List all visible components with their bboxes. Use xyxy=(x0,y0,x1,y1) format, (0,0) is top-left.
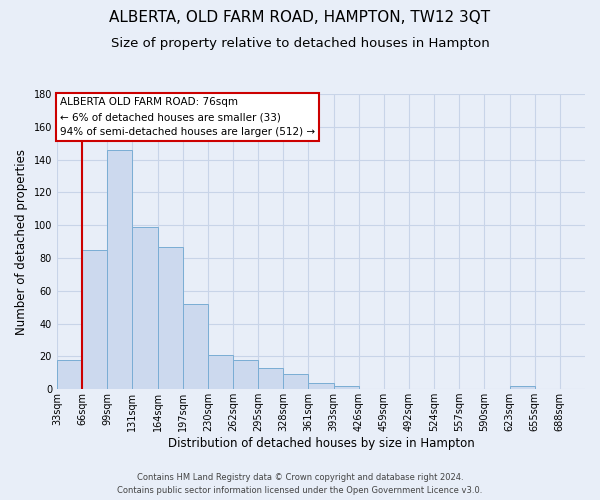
Text: ALBERTA, OLD FARM ROAD, HAMPTON, TW12 3QT: ALBERTA, OLD FARM ROAD, HAMPTON, TW12 3Q… xyxy=(109,10,491,25)
Bar xyxy=(133,227,158,389)
Bar xyxy=(233,360,258,389)
Text: Size of property relative to detached houses in Hampton: Size of property relative to detached ho… xyxy=(110,38,490,51)
Text: ALBERTA OLD FARM ROAD: 76sqm
← 6% of detached houses are smaller (33)
94% of sem: ALBERTA OLD FARM ROAD: 76sqm ← 6% of det… xyxy=(60,98,315,137)
Bar xyxy=(308,382,334,389)
Bar xyxy=(334,386,359,389)
Bar xyxy=(208,354,233,389)
X-axis label: Distribution of detached houses by size in Hampton: Distribution of detached houses by size … xyxy=(167,437,475,450)
Bar xyxy=(107,150,133,389)
Bar xyxy=(509,386,535,389)
Bar xyxy=(82,250,107,389)
Bar xyxy=(182,304,208,389)
Text: Contains HM Land Registry data © Crown copyright and database right 2024.
Contai: Contains HM Land Registry data © Crown c… xyxy=(118,474,482,495)
Bar xyxy=(57,360,82,389)
Bar xyxy=(283,374,308,389)
Bar xyxy=(158,246,182,389)
Y-axis label: Number of detached properties: Number of detached properties xyxy=(15,148,28,334)
Bar xyxy=(258,368,283,389)
